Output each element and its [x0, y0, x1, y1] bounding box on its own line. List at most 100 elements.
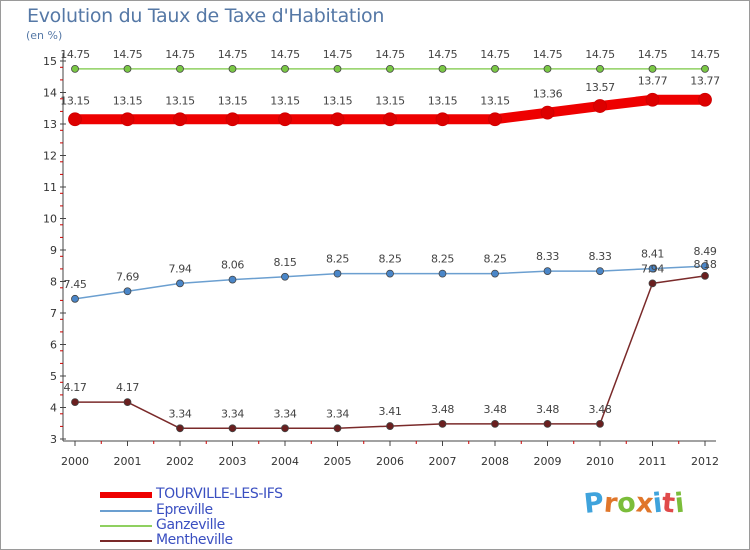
data-label: 14.75 [60, 48, 90, 61]
x-tick-label: 2010 [586, 455, 614, 468]
data-point [438, 64, 447, 73]
x-tick-label: 2008 [481, 455, 509, 468]
data-label: 7.94 [169, 262, 192, 275]
data-label: 3.48 [589, 403, 612, 416]
data-point [333, 64, 342, 73]
data-point [648, 264, 657, 273]
data-point [596, 64, 604, 73]
data-label: 13.77 [690, 75, 720, 88]
legend-label-mentheville: Mentheville [156, 532, 233, 548]
legend-item-epreville: Epreville [100, 502, 400, 519]
x-tick-label: 2002 [166, 455, 194, 468]
data-point [281, 272, 289, 281]
data-label: 13.15 [375, 94, 405, 107]
data-label: 13.15 [60, 94, 90, 107]
data-label: 3.34 [326, 407, 349, 420]
data-point [701, 64, 709, 73]
data-label: 13.15 [270, 94, 300, 107]
data-point [543, 267, 552, 276]
data-label: 8.25 [379, 253, 402, 266]
data-point [120, 112, 135, 127]
data-label: 4.17 [116, 381, 139, 394]
data-point [330, 112, 345, 127]
data-label: 14.75 [323, 48, 353, 61]
data-point [438, 419, 447, 428]
x-tick-label: 2004 [271, 455, 299, 468]
data-point [491, 269, 499, 278]
data-label: 3.48 [484, 403, 507, 416]
y-tick-label: 12 [43, 150, 57, 163]
data-point [596, 419, 604, 428]
data-label: 14.75 [533, 48, 563, 61]
legend-swatch-epreville [100, 510, 152, 512]
y-tick-label: 14 [43, 87, 57, 100]
data-label: 7.69 [116, 270, 139, 283]
data-point [386, 269, 394, 278]
data-label: 3.34 [169, 407, 192, 420]
data-point [383, 112, 397, 127]
data-label: 14.75 [270, 48, 300, 61]
data-point [173, 112, 187, 127]
data-point [698, 92, 712, 107]
data-point [386, 422, 394, 430]
data-point [491, 64, 499, 73]
data-label: 13.15 [165, 94, 195, 107]
data-label: 14.75 [585, 48, 615, 61]
data-point [123, 287, 132, 296]
data-point [228, 424, 237, 433]
data-label: 8.33 [536, 250, 559, 263]
data-label: 14.75 [638, 48, 668, 61]
y-tick-label: 5 [50, 370, 57, 383]
data-label: 14.75 [375, 48, 405, 61]
legend-item-tourville: TOURVILLE-LES-IFS [100, 486, 400, 503]
data-label: 8.06 [221, 259, 244, 272]
data-label: 3.34 [274, 407, 297, 420]
data-label: 14.75 [218, 48, 248, 61]
data-point [71, 294, 79, 303]
data-label: 7.45 [64, 278, 87, 291]
y-tick-label: 6 [50, 339, 57, 352]
data-point [68, 112, 82, 127]
data-point [176, 279, 184, 288]
legend-item-ganzeville: Ganzeville [100, 517, 400, 534]
data-label: 14.75 [113, 48, 143, 61]
x-tick-label: 2011 [639, 455, 667, 468]
data-label: 7.94 [641, 262, 664, 275]
data-point [438, 269, 447, 278]
data-label: 13.15 [323, 94, 353, 107]
chart-title: Evolution du Taux de Taxe d'Habitation [27, 5, 385, 27]
data-label: 3.41 [379, 405, 402, 418]
y-tick-label: 11 [43, 181, 57, 194]
data-label: 14.75 [428, 48, 458, 61]
data-point [225, 112, 240, 127]
y-tick-label: 13 [43, 118, 57, 131]
x-tick-label: 2005 [324, 455, 352, 468]
data-point [435, 112, 450, 127]
data-label: 13.77 [638, 75, 668, 88]
data-label: 8.25 [484, 253, 507, 266]
data-label: 3.34 [221, 407, 244, 420]
data-label: 3.48 [536, 403, 559, 416]
x-tick-label: 2007 [429, 455, 457, 468]
data-point [228, 275, 237, 284]
legend-label-epreville: Epreville [156, 502, 213, 518]
y-tick-label: 3 [50, 433, 57, 446]
data-point [543, 419, 552, 428]
data-point [71, 398, 79, 407]
data-point [596, 267, 604, 276]
data-label: 14.75 [480, 48, 510, 61]
logo-letter: i [673, 487, 687, 520]
data-point [123, 398, 132, 407]
x-tick-label: 2003 [219, 455, 247, 468]
data-point [176, 64, 184, 73]
data-point [645, 92, 660, 107]
data-label: 13.36 [533, 88, 563, 101]
data-point [701, 262, 709, 270]
data-point [648, 64, 657, 73]
data-point [491, 419, 499, 428]
data-point [333, 269, 342, 278]
y-tick-label: 9 [50, 244, 57, 257]
x-tick-label: 2009 [534, 455, 562, 468]
data-label: 14.75 [165, 48, 195, 61]
data-point [540, 105, 555, 120]
